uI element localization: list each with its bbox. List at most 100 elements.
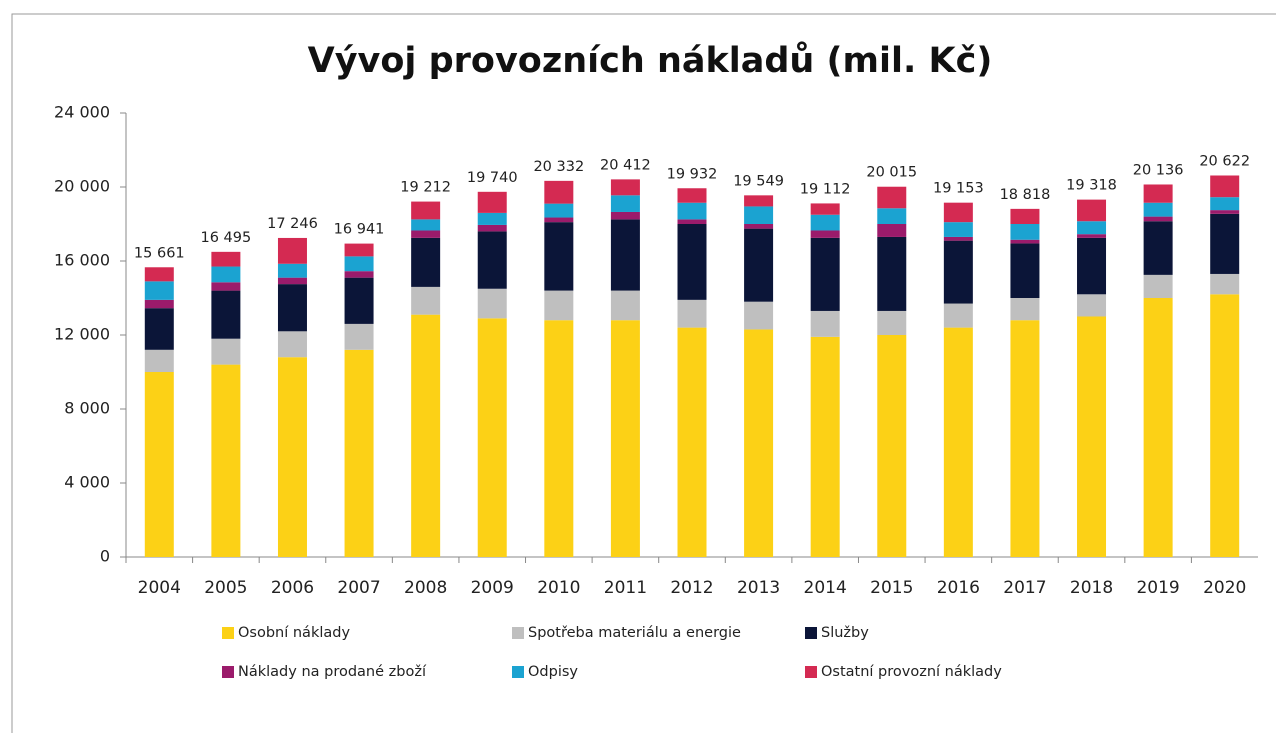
- bar-segment: [877, 236, 907, 311]
- bar-segment: [1210, 197, 1240, 211]
- bar-segment: [810, 214, 840, 231]
- legend-swatch: [222, 627, 234, 639]
- total-label: 19 153: [933, 181, 984, 197]
- bar-segment: [344, 349, 374, 557]
- bar-segment: [744, 329, 774, 557]
- bar-segment: [877, 310, 907, 335]
- bar-segment: [544, 222, 574, 291]
- bar-segment: [1143, 216, 1173, 222]
- total-label: 19 932: [667, 166, 718, 182]
- x-tick-label: 2006: [271, 578, 314, 598]
- bar-segment: [211, 338, 241, 365]
- bar-segment: [1143, 184, 1173, 203]
- y-tick-label: 0: [100, 547, 110, 566]
- bar-segment: [610, 320, 640, 557]
- bar-segment: [877, 335, 907, 557]
- bar-segment: [1210, 273, 1240, 295]
- bar-segment: [544, 290, 574, 321]
- total-label: 16 941: [334, 222, 385, 238]
- legend-label: Ostatní provozní náklady: [821, 664, 1002, 680]
- legend-label: Služby: [821, 625, 869, 641]
- legend-label: Náklady na prodané zboží: [238, 664, 427, 680]
- bar-segment: [677, 202, 707, 220]
- bar-segment: [1010, 298, 1040, 321]
- bar-segment: [477, 224, 507, 232]
- bar-segment: [411, 201, 441, 220]
- bar-segment: [411, 230, 441, 238]
- bar-segment: [1077, 221, 1107, 235]
- bar-segment: [677, 224, 707, 300]
- bar-segment: [411, 237, 441, 287]
- bar-segment: [344, 271, 374, 278]
- total-label: 19 112: [800, 181, 851, 197]
- bar-segment: [810, 237, 840, 311]
- bar-segment: [144, 372, 174, 557]
- bar-segment: [211, 290, 241, 339]
- bar-segment: [211, 266, 241, 283]
- bar-segment: [1077, 316, 1107, 557]
- x-tick-label: 2011: [604, 578, 647, 598]
- x-tick-label: 2013: [737, 578, 780, 598]
- bar-segment: [610, 211, 640, 220]
- total-label: 18 818: [1000, 187, 1051, 203]
- bar-segment: [211, 364, 241, 557]
- bar-segment: [477, 288, 507, 319]
- bar-segment: [877, 208, 907, 224]
- bar-segment: [344, 256, 374, 272]
- x-tick-label: 2014: [804, 578, 847, 598]
- bar-segment: [477, 212, 507, 225]
- total-label: 15 661: [134, 245, 185, 261]
- bar-segment: [144, 308, 174, 350]
- bar-segment: [1010, 224, 1040, 240]
- bar-segment: [877, 186, 907, 209]
- bar-segment: [477, 191, 507, 213]
- bar-segment: [411, 314, 441, 557]
- bar-segment: [1210, 210, 1240, 214]
- bar-segment: [677, 219, 707, 224]
- bar-segment: [810, 310, 840, 337]
- bar-segment: [810, 230, 840, 238]
- bar-segment: [477, 318, 507, 557]
- bar-segment: [411, 286, 441, 315]
- total-label: 19 318: [1066, 178, 1117, 194]
- bar-segment: [1077, 237, 1107, 295]
- bar-segment: [943, 303, 973, 328]
- x-tick-label: 2020: [1203, 578, 1246, 598]
- bar-segment: [544, 320, 574, 557]
- bar-segment: [1077, 199, 1107, 222]
- total-label: 19 740: [467, 170, 518, 186]
- bar-segment: [943, 236, 973, 241]
- total-label: 20 136: [1133, 162, 1184, 178]
- bar-segment: [344, 243, 374, 257]
- legend-swatch: [222, 666, 234, 678]
- bar-segment: [943, 222, 973, 237]
- legend-swatch: [512, 627, 524, 639]
- bar-segment: [610, 219, 640, 291]
- bar-segment: [1143, 202, 1173, 217]
- legend-swatch: [805, 666, 817, 678]
- bar-segment: [544, 203, 574, 218]
- bar-segment: [277, 284, 307, 332]
- x-tick-label: 2008: [404, 578, 447, 598]
- y-tick-label: 4 000: [64, 473, 110, 492]
- y-tick-label: 20 000: [54, 177, 110, 196]
- bar-segment: [943, 202, 973, 223]
- bar-segment: [744, 195, 774, 207]
- bar-segment: [144, 281, 174, 300]
- bar-segment: [810, 336, 840, 557]
- bar-segment: [277, 331, 307, 358]
- bar-segment: [277, 357, 307, 557]
- bar-segment: [943, 327, 973, 557]
- bar-segment: [211, 251, 241, 267]
- bar-segment: [1210, 294, 1240, 557]
- bar-segment: [144, 349, 174, 372]
- bar-segment: [144, 267, 174, 282]
- x-tick-label: 2012: [670, 578, 713, 598]
- bar-segment: [610, 179, 640, 196]
- bar-segment: [277, 277, 307, 285]
- total-label: 20 332: [533, 159, 584, 175]
- bar-segment: [744, 228, 774, 302]
- legend-swatch: [805, 627, 817, 639]
- total-label: 20 622: [1199, 153, 1250, 169]
- bar-segment: [677, 299, 707, 328]
